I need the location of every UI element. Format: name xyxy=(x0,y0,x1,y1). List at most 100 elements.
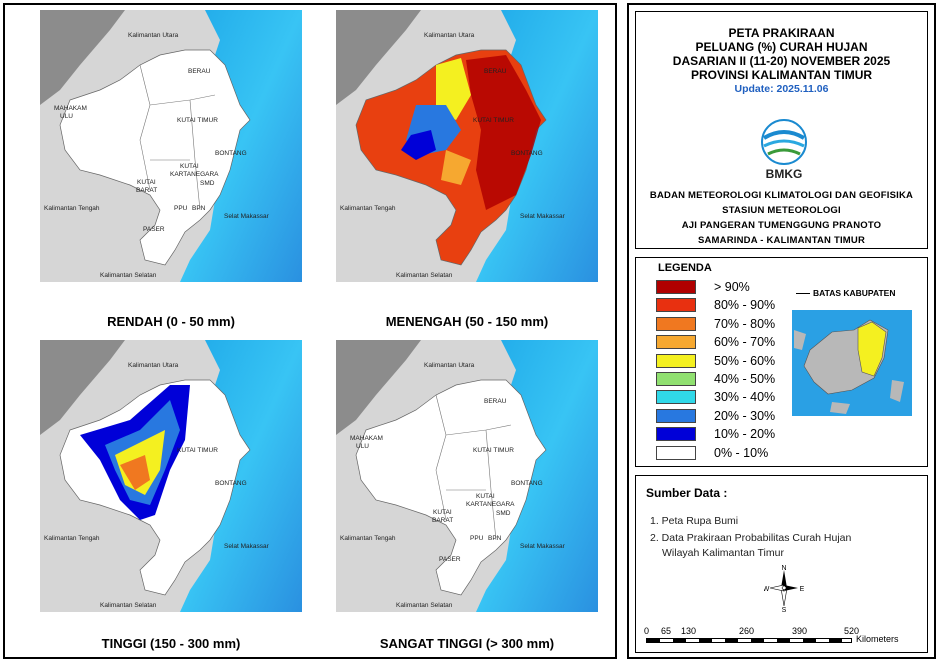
bmkg-logo-icon: BMKG xyxy=(761,119,807,181)
label-kutai-barat: KUTAI xyxy=(137,179,156,186)
scale-tick-130: 130 xyxy=(681,626,697,636)
legend-item: 40% - 50% xyxy=(656,371,775,387)
compass-e: E xyxy=(800,586,804,593)
source-box: Sumber Data : 1. Peta Rupa Bumi 2. Data … xyxy=(635,475,928,653)
legend-box: LEGENDA > 90% 80% - 90% 70% - 80% 60% - 70%… xyxy=(635,257,928,467)
label-smd: SMD xyxy=(496,510,511,517)
legend-label: 50% - 60% xyxy=(714,353,776,368)
org-line-3: AJI PANGERAN TUMENGGUNG PRANOTO xyxy=(681,220,882,231)
map-rendah: Kalimantan Utara BERAU MAHAKAM ULU KUTAI… xyxy=(40,10,302,282)
label-bpn: BPN xyxy=(488,535,502,542)
org-line-1: BADAN METEOROLOGI KLIMATOLOGI DAN GEOFIS… xyxy=(649,190,914,201)
label-kutai-timur: KUTAI TIMUR xyxy=(473,447,514,454)
label-kutai-barat: KUTAI xyxy=(433,509,452,516)
label-ppu: PPU xyxy=(174,205,188,212)
label-barat: BARAT xyxy=(136,187,157,194)
label-kartanegara: KARTANEGARA xyxy=(466,501,515,508)
scale-tick-520: 520 xyxy=(844,626,860,636)
legend-swatch xyxy=(656,390,696,405)
legend-label: 0% - 10% xyxy=(714,445,769,460)
legend-item: 10% - 20% xyxy=(656,426,775,442)
legend-item: 30% - 40% xyxy=(656,389,775,405)
map-menengah-svg: Kalimantan Utara BERAU KUTAI TIMUR BONTA… xyxy=(336,10,598,282)
label-kaltara: Kalimantan Utara xyxy=(128,32,179,39)
label-kalteng: Kalimantan Tengah xyxy=(340,205,396,212)
info-frame: PETA PRAKIRAAN PELUANG (%) CURAH HUJAN D… xyxy=(627,3,936,659)
label-kutai-timur: KUTAI TIMUR xyxy=(177,117,218,124)
label-selat: Selat Makassar xyxy=(224,543,270,550)
logo-text: BMKG xyxy=(766,167,803,180)
inset-map-svg xyxy=(792,310,912,416)
legend-item: 50% - 60% xyxy=(656,353,775,369)
scale-tick-260: 260 xyxy=(739,626,755,636)
inset-map xyxy=(792,310,912,416)
legend-swatch xyxy=(656,427,696,442)
legend-label: 20% - 30% xyxy=(714,408,776,423)
map-caption-menengah: MENENGAH (50 - 150 mm) xyxy=(385,314,549,329)
label-kutai-timur: KUTAI TIMUR xyxy=(473,117,514,124)
legend-label: 10% - 20% xyxy=(714,427,776,442)
legend-swatch xyxy=(656,372,696,386)
label-berau: BERAU xyxy=(484,398,507,405)
boundary-label: BATAS KABUPATEN xyxy=(813,288,896,298)
update-date: Update: 2025.11.06 xyxy=(734,83,829,95)
compass-icon: N S W E xyxy=(763,565,805,614)
label-berau: BERAU xyxy=(188,68,211,75)
label-selat: Selat Makassar xyxy=(520,213,566,220)
label-mahakam: MAHAKAM xyxy=(350,435,383,442)
label-ulu: ULU xyxy=(60,113,73,120)
scale-unit: Kilometers xyxy=(856,634,899,644)
label-bontang: BONTANG xyxy=(215,480,247,487)
legend-item: 70% - 80% xyxy=(656,316,775,332)
label-selat: Selat Makassar xyxy=(224,213,270,220)
title-line-3: DASARIAN II (11-20) NOVEMBER 2025 xyxy=(672,54,891,68)
legend-label: > 90% xyxy=(714,280,750,294)
map-rendah-svg: Kalimantan Utara BERAU MAHAKAM ULU KUTAI… xyxy=(40,10,302,282)
source-title: Sumber Data : xyxy=(646,486,728,500)
legend-item: 0% - 10% xyxy=(656,445,768,461)
legend-label: 40% - 50% xyxy=(714,372,776,386)
label-smd: SMD xyxy=(200,180,215,187)
map-sangat-tinggi-svg: Kalimantan Utara BERAU MAHAKAM ULU KUTAI… xyxy=(336,340,598,612)
label-kaltara: Kalimantan Utara xyxy=(128,362,179,369)
legend-swatch xyxy=(656,316,696,331)
title-box: PETA PRAKIRAAN PELUANG (%) CURAH HUJAN D… xyxy=(635,11,928,249)
compass: N S W E xyxy=(763,564,805,614)
bmkg-logo: BMKG xyxy=(756,116,812,181)
label-bontang: BONTANG xyxy=(511,150,543,157)
legend-swatch xyxy=(656,353,696,368)
label-kalsel: Kalimantan Selatan xyxy=(100,602,157,609)
title-line-2: PELUANG (%) CURAH HUJAN xyxy=(695,40,868,54)
map-tinggi-svg: Kalimantan Utara KUTAI TIMUR BONTANG Kal… xyxy=(40,340,302,612)
legend-item: 20% - 30% xyxy=(656,408,775,424)
source-item-3: Wilayah Kalimantan Timur xyxy=(662,547,784,559)
compass-w: W xyxy=(764,586,770,593)
legend-label: 60% - 70% xyxy=(714,335,776,350)
legend-item: 80% - 90% xyxy=(656,297,775,313)
legend-item: 60% - 70% xyxy=(656,334,775,350)
compass-n: N xyxy=(781,565,786,572)
map-caption-rendah: RENDAH (0 - 50 mm) xyxy=(107,314,235,329)
title-line-4: PROVINSI KALIMANTAN TIMUR xyxy=(690,68,873,82)
scale-bar: 0 65 130 260 390 520 Kilometers xyxy=(644,616,924,646)
map-sangat-tinggi: Kalimantan Utara BERAU MAHAKAM ULU KUTAI… xyxy=(336,340,598,612)
boundary-legend: BATAS KABUPATEN xyxy=(796,288,895,298)
legend-swatch xyxy=(656,335,696,350)
label-kartanegara: KARTANEGARA xyxy=(170,171,219,178)
boundary-line-icon xyxy=(796,292,810,294)
label-kalsel: Kalimantan Selatan xyxy=(396,602,453,609)
label-kalsel: Kalimantan Selatan xyxy=(396,272,453,279)
label-berau: BERAU xyxy=(484,68,507,75)
label-ppu: PPU xyxy=(470,535,484,542)
label-bontang: BONTANG xyxy=(511,480,543,487)
map-tinggi: Kalimantan Utara KUTAI TIMUR BONTANG Kal… xyxy=(40,340,302,612)
title-line-1: PETA PRAKIRAAN xyxy=(728,26,835,40)
source-item-2: 2. Data Prakiraan Probabilitas Curah Huj… xyxy=(650,532,852,544)
legend-label: 80% - 90% xyxy=(714,298,776,313)
label-selat: Selat Makassar xyxy=(520,543,566,550)
map-menengah: Kalimantan Utara BERAU KUTAI TIMUR BONTA… xyxy=(336,10,598,282)
legend-swatch xyxy=(656,280,696,294)
legend-label: 30% - 40% xyxy=(714,390,776,405)
source-item-1: 1. Peta Rupa Bumi xyxy=(650,515,739,527)
label-ulu: ULU xyxy=(356,443,369,450)
